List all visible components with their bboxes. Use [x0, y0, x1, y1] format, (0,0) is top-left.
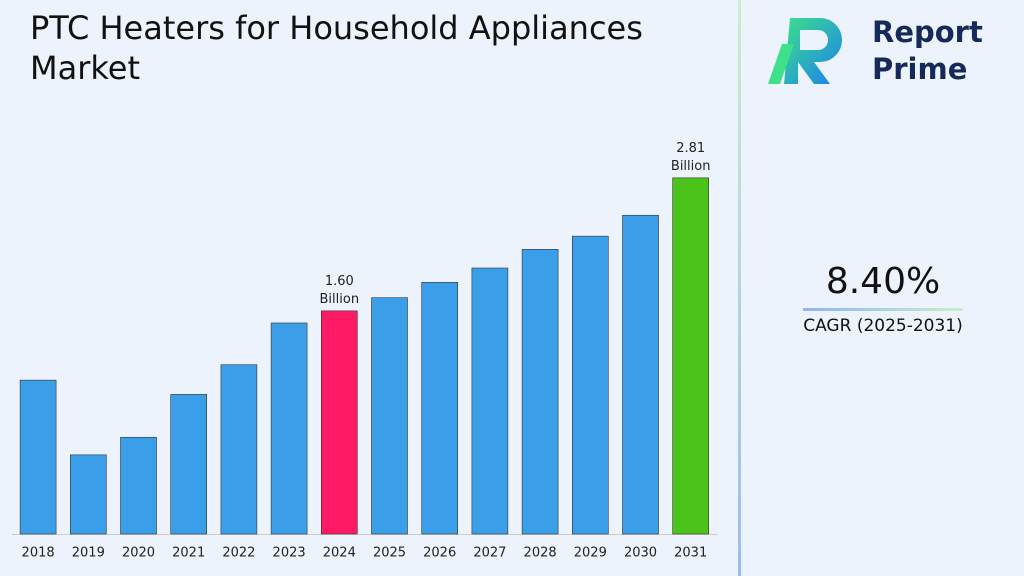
- bar: [521, 249, 559, 535]
- bar: [170, 394, 207, 535]
- x-tick-label: 2022: [222, 546, 255, 561]
- x-tick-label: 2023: [273, 546, 306, 561]
- x-tick-label: 2031: [674, 546, 707, 561]
- brand-line: Prime: [872, 52, 967, 86]
- bar: [270, 322, 308, 535]
- x-tick-label: 2019: [72, 546, 105, 561]
- x-tick-label: 2018: [22, 546, 55, 561]
- x-tick-label: 2028: [524, 546, 557, 561]
- x-tick-label: 2024: [323, 546, 356, 561]
- bar: [220, 364, 258, 535]
- bar: [120, 436, 157, 535]
- bar: [371, 297, 408, 535]
- bar: [320, 310, 358, 535]
- logo: [768, 18, 842, 84]
- cagr-value: 8.40%: [826, 261, 940, 302]
- underline: [803, 308, 963, 311]
- chart-title: PTC Heaters for Household Appliances Mar…: [30, 9, 643, 87]
- bar: [471, 267, 509, 535]
- x-tick-label: 2020: [122, 546, 155, 561]
- cagr-label: CAGR (2025-2031): [803, 316, 963, 336]
- x-tick-label: 2026: [423, 546, 456, 561]
- bar: [19, 379, 57, 535]
- bar: [622, 214, 659, 535]
- bar: [672, 177, 710, 535]
- x-tick-label: 2029: [574, 546, 607, 561]
- x-tick-label: 2025: [373, 546, 406, 561]
- bar: [70, 454, 107, 535]
- x-tick-label: 2021: [172, 546, 205, 561]
- value-label: 1.60 Billion: [320, 273, 360, 306]
- brand-line: Report: [872, 15, 983, 49]
- bar: [421, 282, 459, 535]
- divider: [738, 0, 741, 576]
- value-label: 2.81 Billion: [671, 140, 711, 173]
- x-tick-label: 2027: [473, 546, 506, 561]
- x-tick-label: 2030: [624, 546, 657, 561]
- bar: [571, 235, 609, 535]
